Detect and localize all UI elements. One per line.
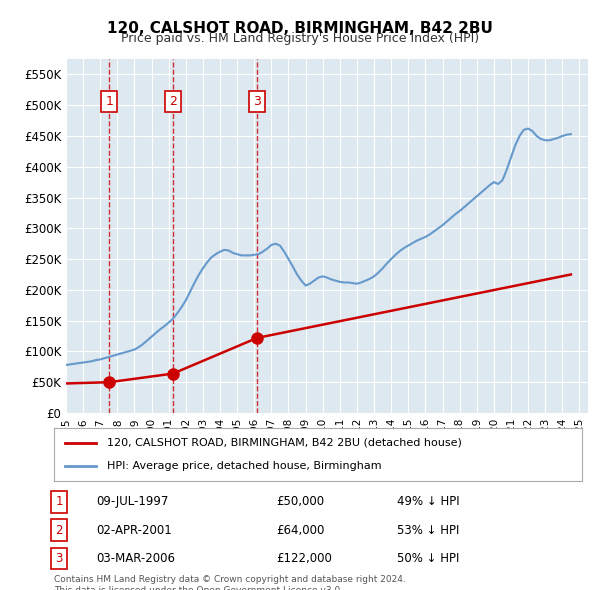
Text: £64,000: £64,000 — [276, 523, 324, 536]
Text: HPI: Average price, detached house, Birmingham: HPI: Average price, detached house, Birm… — [107, 461, 382, 471]
Text: 120, CALSHOT ROAD, BIRMINGHAM, B42 2BU (detached house): 120, CALSHOT ROAD, BIRMINGHAM, B42 2BU (… — [107, 438, 461, 448]
Text: 120, CALSHOT ROAD, BIRMINGHAM, B42 2BU: 120, CALSHOT ROAD, BIRMINGHAM, B42 2BU — [107, 21, 493, 35]
Text: 49% ↓ HPI: 49% ↓ HPI — [397, 496, 460, 509]
Text: 02-APR-2001: 02-APR-2001 — [96, 523, 172, 536]
Text: 03-MAR-2006: 03-MAR-2006 — [96, 552, 175, 565]
Text: Contains HM Land Registry data © Crown copyright and database right 2024.
This d: Contains HM Land Registry data © Crown c… — [54, 575, 406, 590]
Text: 50% ↓ HPI: 50% ↓ HPI — [397, 552, 460, 565]
Text: 1: 1 — [56, 496, 63, 509]
Text: 1: 1 — [105, 95, 113, 108]
Text: 3: 3 — [253, 95, 261, 108]
Text: 53% ↓ HPI: 53% ↓ HPI — [397, 523, 460, 536]
Text: £122,000: £122,000 — [276, 552, 332, 565]
Text: 09-JUL-1997: 09-JUL-1997 — [96, 496, 169, 509]
Text: Price paid vs. HM Land Registry's House Price Index (HPI): Price paid vs. HM Land Registry's House … — [121, 32, 479, 45]
Text: 2: 2 — [169, 95, 177, 108]
Text: £50,000: £50,000 — [276, 496, 324, 509]
Text: 2: 2 — [56, 523, 63, 536]
Text: 3: 3 — [56, 552, 63, 565]
